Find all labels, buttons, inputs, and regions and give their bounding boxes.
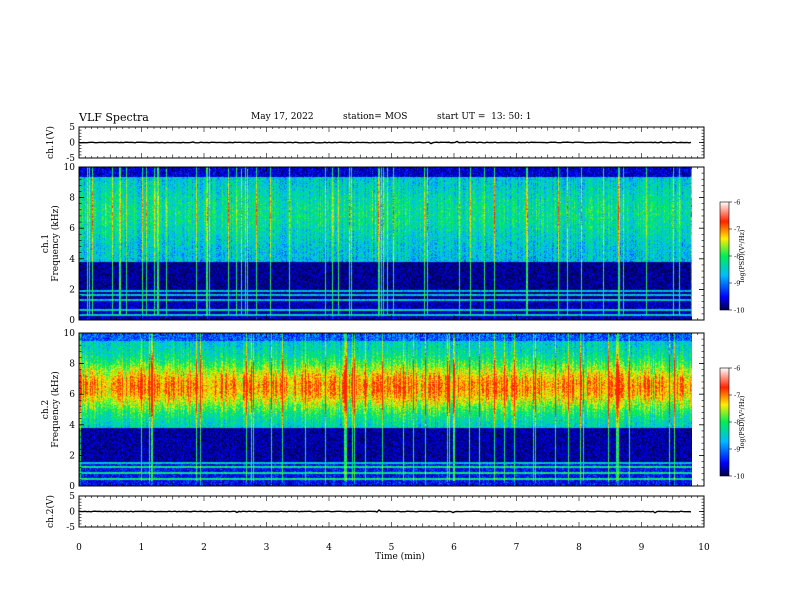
station-label: station= MOS xyxy=(343,112,408,122)
x-tick-label: 3 xyxy=(264,543,270,553)
y-axis-label-line: ch.1 xyxy=(41,234,51,253)
y-tick-label: 10 xyxy=(64,163,76,173)
colorbar-tick-label: -9 xyxy=(734,446,740,454)
colorbar xyxy=(719,367,730,477)
y-axis-label: ch.1(V) xyxy=(45,126,56,159)
start-time-label: start UT = 13: 50: 1 xyxy=(437,112,532,122)
colorbar-label: log(PSD)(V²/Hz) xyxy=(738,229,746,282)
y-tick-label: -5 xyxy=(66,523,75,533)
chart-title: VLF Spectra xyxy=(79,111,149,124)
y-axis-label-line: Frequency (kHz) xyxy=(50,205,61,282)
colorbar-tick-label: -6 xyxy=(734,365,740,373)
x-axis-label: Time (min) xyxy=(375,551,425,562)
colorbar-tick-label: -10 xyxy=(734,307,744,315)
y-tick-label: 6 xyxy=(69,224,75,234)
y-axis-label: ch.2 Frequency (kHz) xyxy=(41,371,61,448)
y-tick-label: 8 xyxy=(69,360,75,370)
x-tick-label: 0 xyxy=(76,543,82,553)
x-tick-label: 4 xyxy=(326,543,332,553)
x-tick-label: 9 xyxy=(639,543,645,553)
y-axis-label-line: ch.1(V) xyxy=(45,126,56,159)
y-axis-label: ch.1 Frequency (kHz) xyxy=(41,205,61,282)
waveform-trace xyxy=(78,140,692,145)
x-tick-label: 7 xyxy=(514,543,520,553)
y-tick-label: 0 xyxy=(69,316,75,326)
spectrogram-image xyxy=(79,333,692,486)
y-axis-label-line: Frequency (kHz) xyxy=(50,371,61,448)
colorbar-tick-label: -7 xyxy=(734,392,740,400)
x-tick-label: 10 xyxy=(698,543,710,553)
y-tick-label: 4 xyxy=(69,421,75,431)
y-tick-label: 5 xyxy=(69,492,75,502)
y-axis-label-line: ch.2(V) xyxy=(45,495,56,528)
y-tick-label: 0 xyxy=(69,482,75,492)
y-tick-label: 0 xyxy=(69,508,75,518)
x-tick-label: 5 xyxy=(389,543,395,553)
y-tick-label: 6 xyxy=(69,390,75,400)
y-axis-label: ch.2(V) xyxy=(45,495,56,528)
colorbar-tick-label: -8 xyxy=(734,419,740,427)
x-tick-label: 6 xyxy=(451,543,457,553)
date-label: May 17, 2022 xyxy=(251,112,314,122)
colorbar-tick-label: -10 xyxy=(734,473,744,481)
y-tick-label: -5 xyxy=(66,154,75,164)
y-tick-label: 4 xyxy=(69,255,75,265)
y-tick-label: 10 xyxy=(64,329,76,339)
y-tick-label: 2 xyxy=(69,451,75,461)
y-tick-label: 0 xyxy=(69,139,75,149)
colorbar-tick-label: -9 xyxy=(734,280,740,288)
colorbar-tick-label: -8 xyxy=(734,253,740,261)
spectrogram-image xyxy=(79,167,692,320)
colorbar-tick-label: -7 xyxy=(734,226,740,234)
y-tick-label: 2 xyxy=(69,285,75,295)
colorbar-label: log(PSD)(V²/Hz) xyxy=(738,395,746,448)
y-tick-label: 8 xyxy=(69,194,75,204)
x-tick-label: 2 xyxy=(201,543,207,553)
y-tick-label: 5 xyxy=(69,123,75,133)
x-tick-label: 8 xyxy=(576,543,582,553)
y-axis-label-line: ch.2 xyxy=(41,400,51,419)
waveform-trace xyxy=(78,509,692,514)
x-tick-label: 1 xyxy=(139,543,145,553)
colorbar-tick-label: -6 xyxy=(734,199,740,207)
colorbar xyxy=(719,201,730,311)
